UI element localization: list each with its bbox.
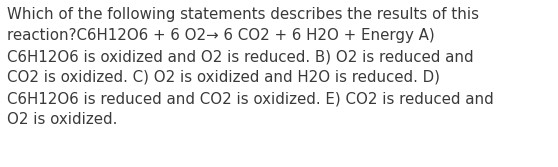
Text: Which of the following statements describes the results of this
reaction?C6H12O6: Which of the following statements descri… [7,7,494,127]
